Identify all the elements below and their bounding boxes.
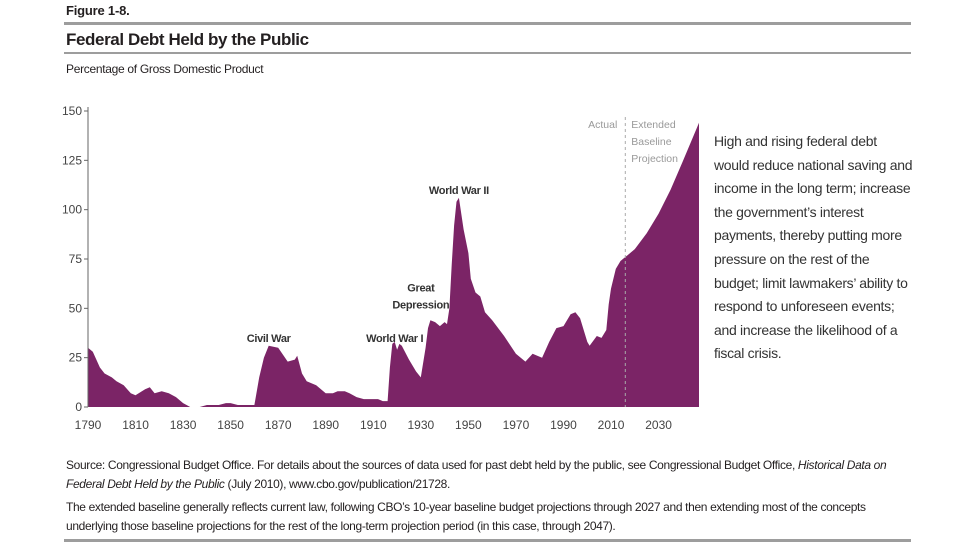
y-tick-label: 125	[62, 153, 82, 167]
x-tick-label: 1830	[170, 418, 197, 432]
x-tick-label: 1890	[312, 418, 339, 432]
chart-subtitle: Percentage of Gross Domestic Product	[66, 62, 264, 76]
side-commentary: High and rising federal debt would reduc…	[714, 133, 913, 362]
bottom-rule	[64, 539, 911, 542]
figure-label: Figure 1-8.	[66, 3, 130, 18]
x-tick-label: 1850	[217, 418, 244, 432]
x-tick-label: 1930	[407, 418, 434, 432]
projection-label: Extended	[631, 119, 676, 131]
y-tick-label: 75	[69, 252, 83, 266]
y-tick-label: 150	[62, 104, 82, 118]
x-tick-label: 2010	[598, 418, 625, 432]
projection-label: Projection	[631, 153, 678, 165]
y-tick-label: 50	[69, 301, 83, 315]
event-annotation: Great	[407, 282, 435, 294]
x-tick-label: 1790	[75, 418, 102, 432]
top-rule	[64, 22, 911, 25]
source-title: Historical Data on Federal Debt Held by …	[66, 458, 887, 491]
projection-label: Baseline	[631, 136, 671, 148]
debt-area	[88, 122, 699, 408]
x-tick-label: 1970	[503, 418, 530, 432]
x-tick-label: 1810	[122, 418, 149, 432]
source-prefix: Source: Congressional Budget Office. For…	[66, 458, 798, 472]
x-tick-label: 1950	[455, 418, 482, 432]
x-tick-label: 1870	[265, 418, 292, 432]
y-tick-label: 25	[69, 351, 83, 365]
event-annotation: World War II	[429, 185, 489, 197]
area-chart: 0 25 50 75 100 125 150 1790 1810 1830 1850 1870 1890…	[62, 104, 699, 432]
y-tick-label: 100	[62, 203, 82, 217]
event-annotation: World War I	[366, 333, 423, 345]
x-tick-label: 1910	[360, 418, 387, 432]
chart-title: Federal Debt Held by the Public	[66, 30, 309, 49]
actual-label: Actual	[588, 119, 617, 131]
y-tick-label: 0	[75, 400, 82, 414]
source-note: Source: Congressional Budget Office. For…	[66, 456, 916, 493]
x-tick-label: 2030	[645, 418, 672, 432]
title-rule	[64, 52, 911, 54]
event-annotation: Civil War	[247, 333, 292, 345]
event-annotation: Depression	[392, 299, 449, 311]
source-suffix: (July 2010), www.cbo.gov/publication/217…	[224, 476, 451, 491]
baseline-note: The extended baseline generally reflects…	[66, 500, 866, 533]
x-tick-label: 1990	[550, 418, 577, 432]
